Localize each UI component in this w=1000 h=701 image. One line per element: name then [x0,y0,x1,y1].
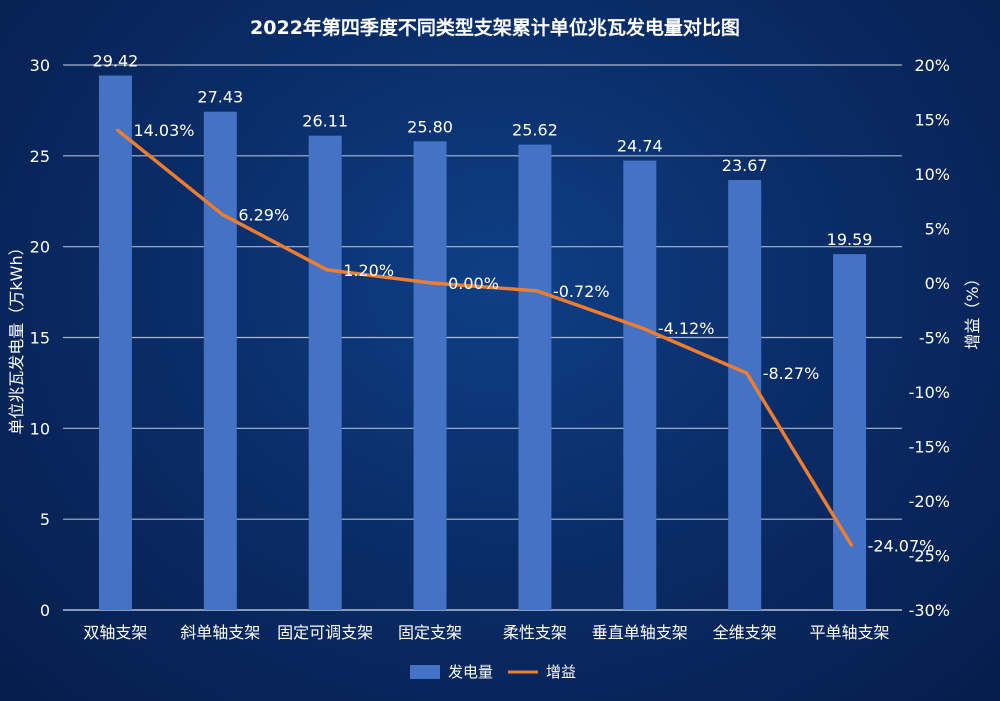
bar-value-label: 29.42 [93,52,139,71]
axis-ticks: 051015202530-30%-25%-20%-15%-10%-5%0%5%1… [30,56,950,642]
bar-value-label: 25.80 [407,117,453,136]
bar [98,75,132,610]
gain-point [115,128,119,132]
gain-point [640,326,644,330]
y2-tick-label: 10% [914,165,950,184]
gain-point [430,281,434,285]
gain-value-label: -8.27% [763,364,820,383]
bar [413,141,447,611]
gain-point [220,212,224,216]
gain-value-label: 6.29% [238,205,289,224]
y2-tick-label: -10% [909,383,950,402]
x-tick-label: 固定支架 [398,623,462,642]
y2-tick-label: -5% [919,329,950,348]
bar-value-label: 24.74 [617,137,663,156]
gain-point [325,268,329,272]
y-tick-label: 10 [30,419,50,438]
bar-value-label: 27.43 [197,88,243,107]
gain-value-label: 1.20% [343,261,394,280]
y2-tick-label: -30% [909,601,950,620]
legend-bar-label: 发电量 [448,663,493,681]
x-tick-label: 双轴支架 [83,623,147,642]
y2-tick-label: -20% [909,492,950,511]
x-tick-label: 固定可调支架 [277,623,373,642]
y-axis-label: 单位兆瓦发电量（万kWh） [7,239,26,434]
gain-point [850,543,854,547]
y2-tick-label: -15% [909,438,950,457]
y-tick-label: 25 [30,147,50,166]
y-tick-label: 20 [30,238,50,257]
gridlines [63,64,902,611]
y2-tick-label: 5% [925,220,950,239]
y2-axis-label: 增益（%） [963,270,982,349]
legend: 发电量 增益 [410,663,576,681]
legend-bar-swatch [410,665,440,679]
bar [728,179,762,610]
x-tick-label: 全维支架 [713,623,777,642]
gain-value-label: 0.00% [448,274,499,293]
gain-value-label: -0.72% [553,282,610,301]
bar [203,111,237,611]
x-tick-label: 柔性支架 [503,623,567,642]
gain-line [116,128,854,547]
bar-value-label: 23.67 [722,156,768,175]
bar-value-label: 25.62 [512,121,558,140]
x-tick-label: 垂直单轴支架 [592,623,688,642]
gain-value-label: -24.07% [868,536,935,555]
y2-tick-label: -25% [909,547,950,566]
chart-title: 2022年第四季度不同类型支架累计单位兆瓦发电量对比图 [250,16,740,39]
legend-line-label: 增益 [546,663,576,681]
bar [308,135,342,610]
bar-value-label: 19.59 [827,230,873,249]
line-series: 14.03% 6.29% 1.20% 0.00% -0.72% -4.12% -8.27% -… [115,121,935,555]
gain-value-label: 14.03% [133,121,194,140]
gain-point [535,289,539,293]
x-tick-label: 平单轴支架 [810,623,890,642]
y2-tick-label: 0% [925,274,950,293]
bar [833,254,867,611]
y-tick-label: 30 [30,56,50,75]
bar [518,144,552,610]
y-tick-label: 5 [40,510,50,529]
x-tick-label: 斜单轴支架 [180,623,260,642]
bar-value-label: 26.11 [302,112,348,131]
gain-value-label: -4.12% [658,319,715,338]
gain-point [745,371,749,375]
y-tick-label: 0 [40,601,50,620]
y2-tick-label: 15% [914,111,950,130]
y2-tick-label: 20% [914,56,950,75]
bar-series: 29.42 27.43 26.11 25.80 25.62 24.74 23.67 19.59 [93,52,873,611]
y-tick-label: 15 [30,329,50,348]
bar [623,160,657,610]
